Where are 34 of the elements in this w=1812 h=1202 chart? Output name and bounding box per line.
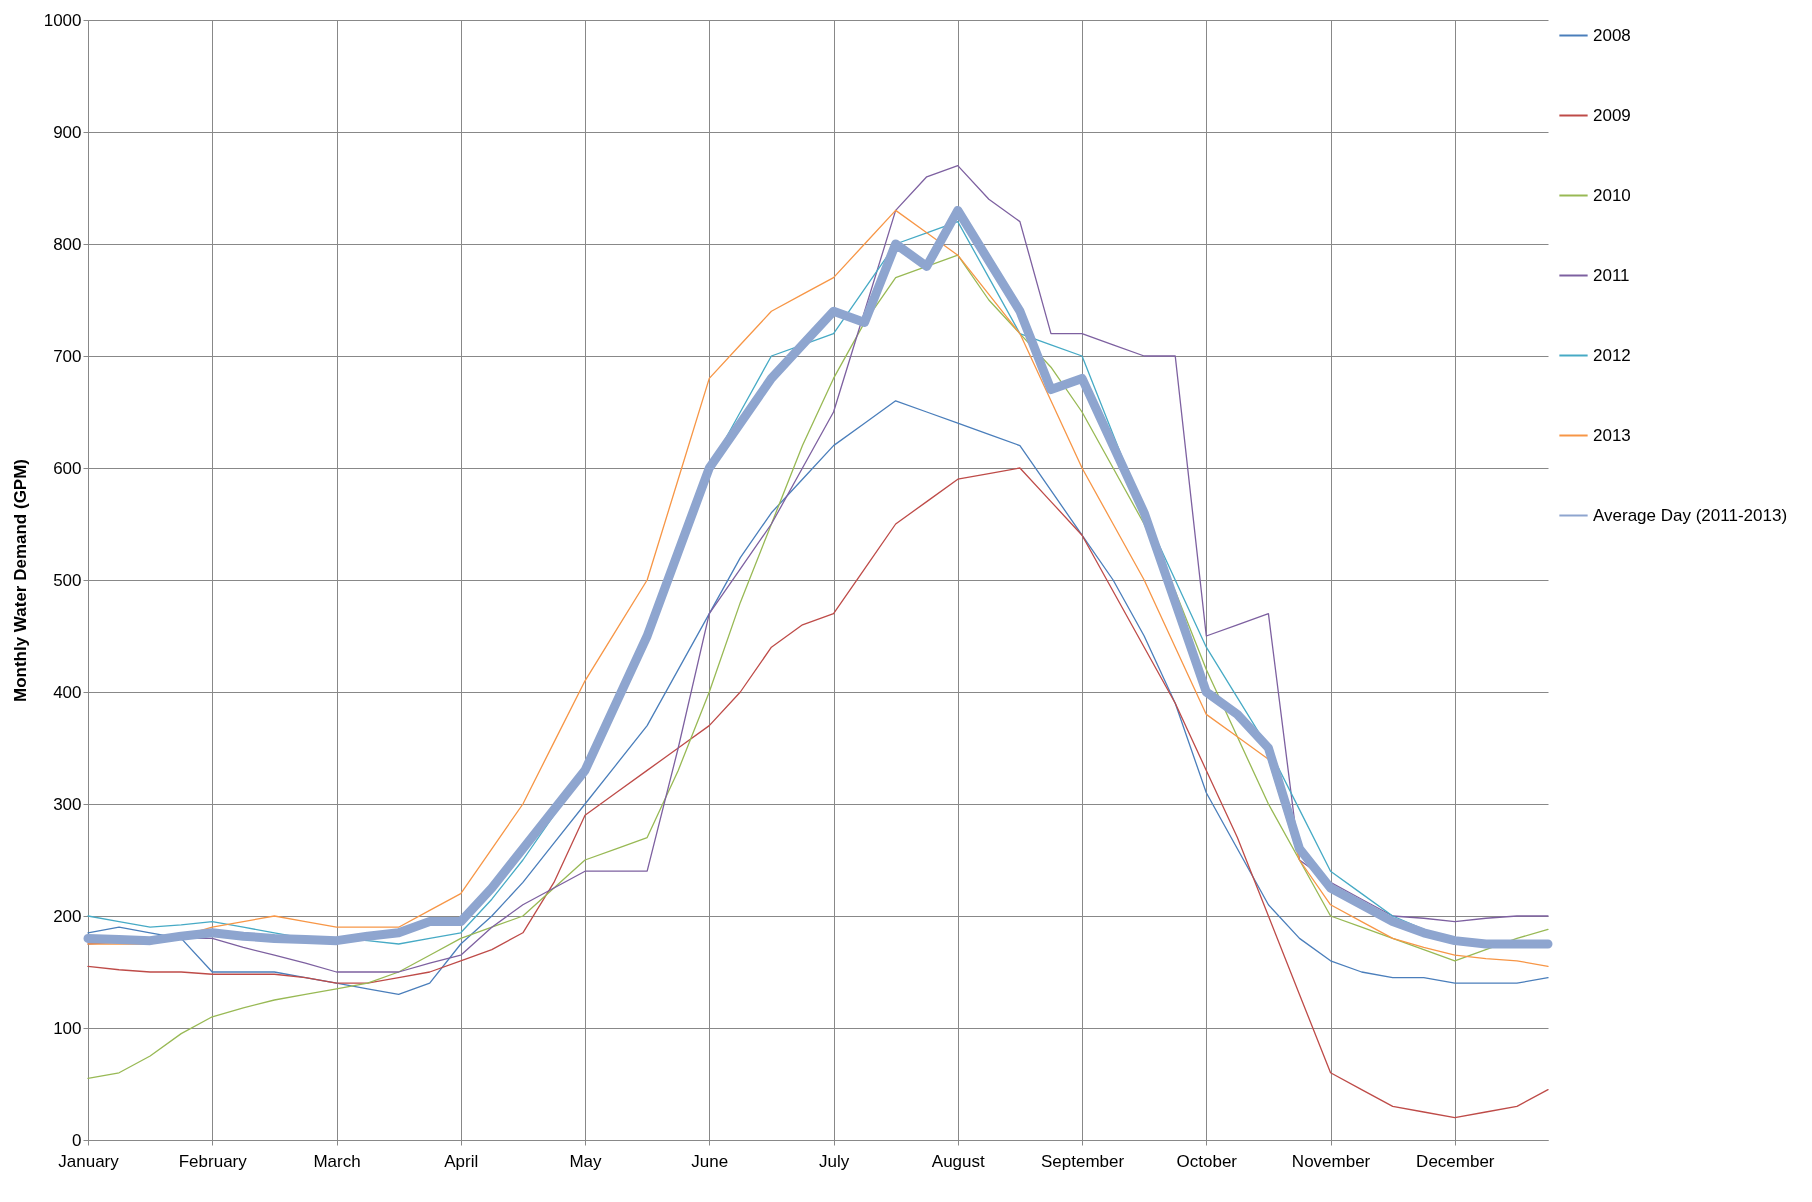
x-tick-label: February [178, 1151, 248, 1171]
y-tick-label: 300 [53, 794, 82, 814]
x-tick-label: June [691, 1151, 729, 1171]
y-axis-title: Monthly Water Demand (GPM) [10, 458, 30, 703]
y-tick-label: 0 [72, 1130, 82, 1150]
x-tick-label: December [1416, 1151, 1495, 1171]
y-tick-label: 100 [53, 1018, 82, 1038]
x-tick-label: November [1291, 1151, 1371, 1171]
x-tick-label: October [1176, 1151, 1238, 1171]
y-tick-label: 800 [53, 234, 82, 254]
line-series [87, 467, 1549, 1119]
legend-label: 2013 [1593, 425, 1631, 445]
legend-label: 2009 [1593, 105, 1631, 125]
legend-label: 2011 [1593, 265, 1630, 285]
x-tick-label: May [569, 1151, 603, 1171]
legend-label: 2012 [1593, 345, 1631, 365]
x-tick-label: April [444, 1151, 479, 1171]
line-series [87, 254, 1549, 1080]
x-tick-label: September [1040, 1151, 1125, 1171]
y-tick-label: 600 [53, 458, 82, 478]
y-tick-label: 200 [53, 906, 82, 926]
y-tick-label: 500 [53, 570, 82, 590]
y-tick-label: 900 [53, 122, 82, 142]
legend-label: Average Day (2011-2013) [1593, 505, 1788, 525]
x-tick-label: July [818, 1151, 850, 1171]
y-tick-label: 700 [53, 346, 82, 366]
x-tick-label: August [931, 1151, 986, 1171]
x-tick-label: January [58, 1151, 120, 1171]
y-tick-label: 400 [53, 682, 82, 702]
y-tick-label: 1000 [43, 10, 82, 30]
x-tick-label: March [313, 1151, 361, 1171]
line-series [87, 400, 1549, 996]
legend-label: 2010 [1593, 185, 1631, 205]
legend-label: 2008 [1593, 25, 1631, 45]
